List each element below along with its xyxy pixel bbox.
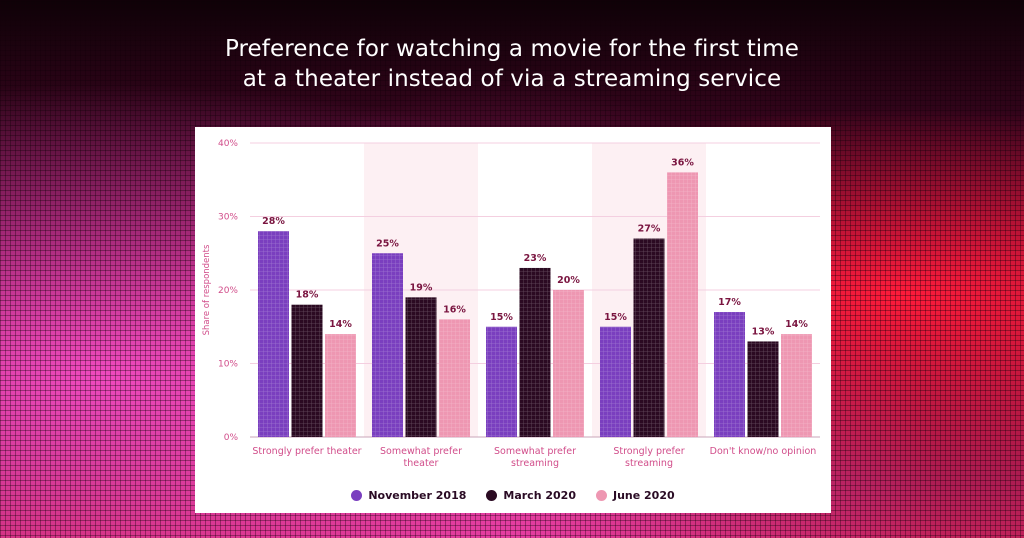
data-label: 16% bbox=[443, 304, 466, 315]
chart-panel: 0% 10% 20% 30% 40% Share of respondents 28% 18%… bbox=[195, 127, 831, 513]
bar-texture bbox=[667, 172, 698, 437]
chart-title-line-1: Preference for watching a movie for the … bbox=[224, 36, 800, 62]
bar-texture bbox=[600, 326, 631, 437]
chart-legend: November 2018 March 2020 June 2020 bbox=[195, 487, 831, 503]
bar-texture bbox=[486, 326, 517, 437]
legend-swatch bbox=[486, 489, 498, 501]
data-label: 19% bbox=[410, 282, 433, 293]
data-label: 27% bbox=[638, 224, 661, 235]
data-label: 18% bbox=[296, 290, 319, 301]
data-label: 23% bbox=[524, 253, 547, 264]
bar-texture bbox=[519, 267, 551, 437]
y-tick-label: 20% bbox=[218, 286, 238, 296]
bar-texture bbox=[747, 341, 779, 437]
bar-texture bbox=[781, 334, 812, 437]
data-label: 14% bbox=[785, 319, 808, 330]
bar-texture bbox=[291, 304, 323, 437]
y-tick-label: 40% bbox=[218, 139, 238, 149]
bar-texture bbox=[714, 312, 745, 437]
data-label: 36% bbox=[671, 157, 694, 168]
bar-chart: 0% 10% 20% 30% 40% Share of respondents 28% 18%… bbox=[202, 139, 820, 469]
bar-texture bbox=[633, 238, 665, 437]
data-label: 25% bbox=[376, 238, 399, 249]
x-tick-label: Somewhat prefer theater bbox=[380, 446, 462, 469]
legend-item[interactable]: November 2018 bbox=[351, 489, 466, 502]
bar-texture bbox=[553, 290, 584, 437]
bar-texture bbox=[325, 334, 356, 437]
data-label: 14% bbox=[329, 319, 352, 330]
data-label: 17% bbox=[718, 297, 741, 308]
y-tick-label: 30% bbox=[218, 213, 238, 223]
chart-title: Preference for watching a movie for the … bbox=[0, 34, 1024, 94]
bar-texture bbox=[258, 231, 289, 437]
x-tick-label: Strongly prefer streaming bbox=[613, 446, 684, 469]
x-tick-label: Strongly prefer theater bbox=[252, 446, 361, 457]
y-tick-label: 10% bbox=[218, 360, 238, 370]
legend-label: June 2020 bbox=[612, 488, 675, 502]
y-tick-label: 0% bbox=[224, 433, 239, 443]
data-label: 13% bbox=[752, 326, 775, 337]
legend-label: March 2020 bbox=[503, 488, 576, 502]
x-tick-label: Don't know/no opinion bbox=[710, 446, 817, 457]
legend-label: November 2018 bbox=[368, 488, 467, 502]
y-axis-label: Share of respondents bbox=[202, 244, 212, 335]
bar-texture bbox=[439, 319, 470, 437]
data-label: 15% bbox=[604, 312, 627, 323]
legend-item[interactable]: June 2020 bbox=[595, 488, 675, 502]
data-label: 28% bbox=[262, 216, 285, 227]
legend-swatch bbox=[351, 489, 363, 501]
legend-swatch bbox=[595, 489, 607, 501]
bar-texture bbox=[372, 253, 403, 437]
chart-title-line-2: at a theater instead of via a streaming … bbox=[242, 66, 782, 92]
x-tick-label: Somewhat prefer streaming bbox=[494, 446, 576, 469]
legend-item[interactable]: March 2020 bbox=[486, 489, 576, 502]
data-label: 20% bbox=[557, 275, 580, 286]
data-label: 15% bbox=[490, 312, 513, 323]
bar-texture bbox=[405, 297, 437, 437]
